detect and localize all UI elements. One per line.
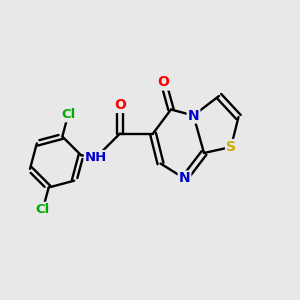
Text: N: N	[188, 109, 199, 122]
Text: Cl: Cl	[36, 203, 50, 216]
Text: NH: NH	[85, 151, 107, 164]
Text: N: N	[179, 172, 190, 185]
Text: S: S	[226, 140, 236, 154]
Text: O: O	[158, 76, 169, 89]
Text: Cl: Cl	[61, 108, 75, 121]
Text: O: O	[114, 98, 126, 112]
